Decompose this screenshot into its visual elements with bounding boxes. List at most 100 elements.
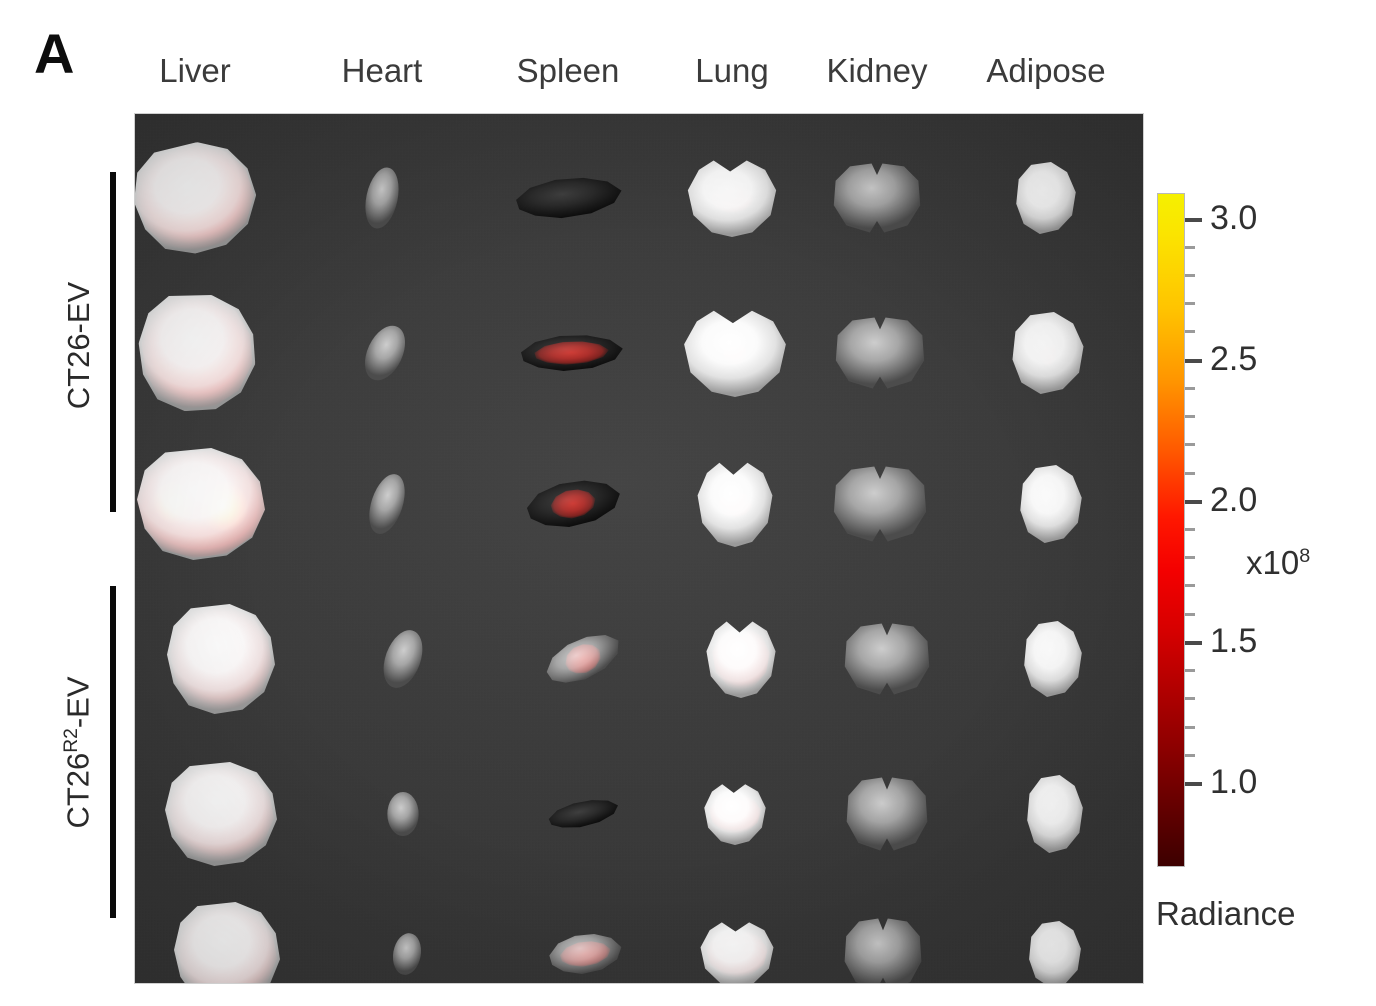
colorbar-tick-2.8: [1185, 273, 1195, 277]
organ-specimen-heart-row4: [375, 624, 431, 693]
organ-radiance-overlay-liver-row2: [136, 292, 257, 413]
column-header-lung: Lung: [695, 52, 769, 89]
organ-radiance-overlay-adipose-row2: [1039, 340, 1057, 366]
organ-radiance-overlay-spleen-row4: [559, 636, 607, 681]
organ-radiance-overlay-lung-row1: [710, 183, 754, 213]
group-bracket-2: [110, 586, 116, 918]
organ-specimen-kidney-row3: [832, 465, 928, 543]
radiance-gradient: [168, 766, 274, 862]
colorbar-label-2.5: 2.5: [1210, 339, 1258, 378]
organ-specimen-liver-row4: [167, 604, 275, 714]
organ-specimen-heart-row3: [361, 469, 412, 538]
organ-tissue-shape: [1020, 465, 1082, 543]
organ-specimen-kidney-row1: [832, 162, 922, 234]
organ-tissue-shape: [167, 604, 275, 714]
organ-tissue-shape: [684, 310, 786, 397]
organ-tissue-shape: [375, 624, 431, 693]
radiance-gradient: [717, 490, 753, 518]
organ-tissue-shape: [844, 918, 922, 983]
colorbar-tick-2.1: [1185, 471, 1195, 475]
radiance-gradient: [177, 906, 277, 983]
organ-tissue-shape: [174, 902, 280, 983]
organ-radiance-overlay-liver-row1: [135, 138, 261, 257]
organ-tissue-shape: [687, 160, 777, 237]
colorbar-tick-1.2: [1185, 725, 1195, 729]
colorbar-label-2.0: 2.0: [1210, 480, 1258, 519]
organ-tissue-shape: [545, 793, 621, 835]
organ-specimen-heart-row1: [359, 164, 405, 232]
organ-radiance-overlay-liver-row4: [170, 607, 272, 711]
colorbar-tick-1.5: [1185, 640, 1202, 645]
organ-tissue-shape: [389, 931, 426, 978]
organ-tissue-shape: [356, 319, 415, 388]
organ-specimen-spleen-row2: [518, 330, 624, 375]
radiance-gradient: [1039, 340, 1057, 366]
organ-tissue-shape: [137, 448, 265, 560]
organ-specimen-adipose-row2: [1011, 312, 1085, 394]
organ-specimen-adipose-row1: [1015, 162, 1077, 234]
colorbar-tick-2.0: [1185, 499, 1202, 504]
panel-vignette: [135, 114, 1143, 983]
colorbar-label-1.0: 1.0: [1210, 763, 1258, 801]
radiance-gradient: [557, 937, 612, 972]
organ-tissue-shape: [512, 170, 624, 225]
colorbar-tick-1.8: [1185, 556, 1195, 560]
organ-tissue-shape: [361, 469, 412, 538]
colorbar-tick-2.9: [1185, 245, 1195, 249]
organ-radiance-overlay-lung-row4: [711, 628, 771, 690]
organ-tissue-shape: [518, 330, 624, 375]
radiance-gradient: [137, 450, 265, 558]
organ-tissue-shape: [1027, 775, 1083, 853]
organ-specimen-kidney-row4: [843, 622, 931, 696]
radiance-gradient: [136, 292, 257, 413]
group-label-1: CT26-EV: [60, 281, 96, 409]
column-header-spleen: Spleen: [516, 52, 620, 89]
organ-radiance-overlay-liver-row5: [168, 766, 274, 862]
organ-specimen-lung-row6: [699, 921, 775, 983]
organ-radiance-overlay-spleen-row2: [532, 338, 609, 368]
organ-specimen-liver-row3: [137, 448, 265, 560]
organ-tissue-shape: [704, 784, 766, 845]
organ-radiance-overlay-liver-row6: [177, 906, 277, 983]
organ-specimen-heart-row2: [356, 319, 415, 388]
bioluminescence-image-panel: [135, 114, 1143, 983]
organ-specimen-spleen-row6: [545, 927, 624, 981]
organ-specimen-adipose-row5: [1026, 775, 1084, 853]
organ-radiance-overlay-lung-row3: [717, 490, 753, 518]
organ-specimen-adipose-row6: [1028, 921, 1082, 983]
radiance-gradient: [722, 341, 748, 365]
colorbar-tick-1.6: [1185, 612, 1195, 616]
organ-radiance-overlay-spleen-row6: [557, 937, 612, 972]
colorbar-label-3.0: 3.0: [1210, 198, 1258, 237]
organ-tissue-shape: [1024, 621, 1082, 697]
colorbar-multiplier-label: x108: [1246, 546, 1310, 579]
organ-tissue-shape: [697, 462, 773, 547]
organ-tissue-shape: [537, 622, 628, 696]
colorbar-tick-1.9: [1185, 527, 1195, 531]
organ-tissue-shape: [545, 927, 624, 981]
group-label-text: CT26: [60, 752, 96, 829]
radiance-gradient: [709, 794, 761, 834]
organ-specimen-liver-row5: [165, 762, 277, 866]
panel-background-texture: [135, 114, 1143, 983]
organ-specimen-liver-row2: [135, 289, 261, 417]
organ-tissue-shape: [1029, 921, 1081, 983]
organ-specimen-spleen-row5: [545, 793, 621, 835]
organ-specimen-heart-row6: [389, 931, 426, 978]
organ-radiance-overlay-lung-row2: [722, 341, 748, 365]
organ-tissue-shape: [135, 135, 263, 261]
organ-radiance-overlay-liver-row3: [137, 450, 265, 558]
column-header-liver: Liver: [159, 52, 231, 89]
group-bracket-1: [110, 172, 116, 512]
multiplier-base: x10: [1246, 544, 1300, 581]
organ-specimen-lung-row3: [696, 461, 774, 547]
organ-tissue-shape: [387, 792, 419, 836]
organ-specimen-kidney-row6: [843, 917, 923, 983]
organ-specimen-liver-row1: [135, 135, 263, 261]
radiance-caption: Radiance: [1156, 895, 1296, 932]
organ-specimen-adipose-row3: [1019, 465, 1083, 543]
colorbar-tick-1.0: [1185, 782, 1202, 786]
organ-tissue-shape: [1012, 312, 1084, 394]
colorbar-label-1.5: 1.5: [1210, 621, 1258, 660]
